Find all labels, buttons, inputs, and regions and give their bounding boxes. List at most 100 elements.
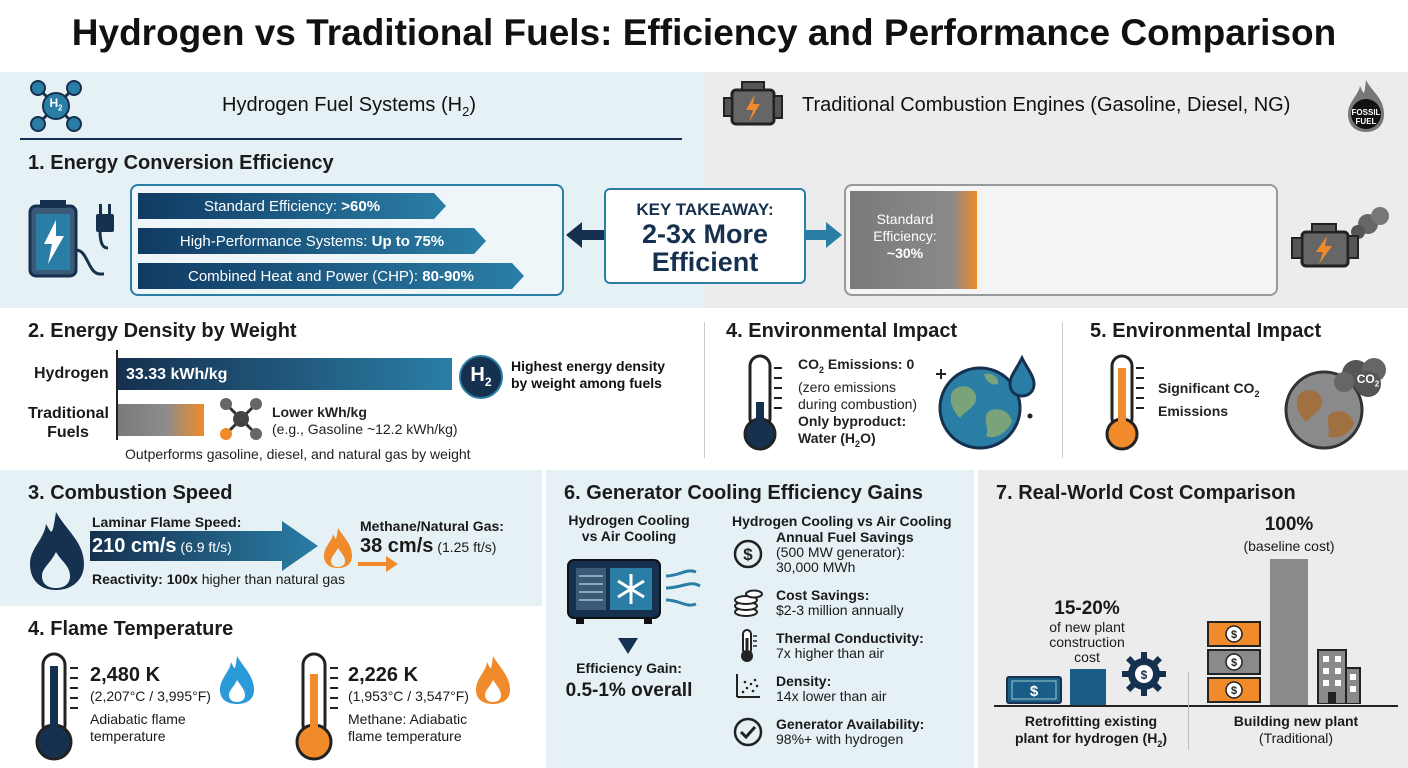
traditional-density-label: Traditional Fuels: [28, 405, 109, 441]
section-4a-title: 4. Environmental Impact: [726, 320, 958, 342]
money-stack-icon: $ $ $: [1207, 621, 1261, 703]
section-4b-title: 4. Flame Temperature: [28, 618, 234, 640]
density-highest-note: Highest energy density by weight among fu…: [511, 358, 666, 391]
h2-flame-temp-detail: (2,207°C / 3,995°F): [90, 688, 211, 704]
co2-zero-text: CO2 Emissions: 0 (zero emissions during …: [798, 356, 918, 449]
hydrogen-density-bar: [118, 358, 452, 390]
traditional-density-bar: [118, 404, 204, 436]
cooling-right-title: Hydrogen Cooling vs Air Cooling: [732, 513, 952, 529]
cost-panel-bg: [978, 470, 1408, 768]
orange-flame-icon: [476, 656, 510, 704]
energy-density-axis: [116, 350, 118, 440]
speed-arrow-long: [90, 521, 318, 571]
svg-text:$: $: [1141, 668, 1148, 682]
efficiency-bar-standard: Standard Efficiency: >60%: [138, 193, 446, 219]
methane-flame-temp: 2,226 K: [348, 664, 419, 686]
efficiency-bar-high-performance: High-Performance Systems: Up to 75%: [138, 228, 486, 254]
hydrogen-header: Hydrogen Fuel Systems (H2): [222, 94, 476, 119]
new-plant-detail: (baseline cost): [1243, 538, 1335, 554]
hydrocarbon-molecule-icon: [220, 398, 262, 440]
cooling-item-cost-savings: Cost Savings: $2-3 million annually: [776, 587, 904, 618]
new-plant-value: 100%: [1264, 514, 1314, 535]
cooling-item-availability: Generator Availability: 98%+ with hydroge…: [776, 716, 925, 747]
cooling-left-title: Hydrogen Cooling vs Air Cooling: [568, 512, 690, 544]
hydrogen-flame-speed: 210 cm/s (6.9 ft/s): [92, 535, 232, 557]
h2-flame-temp: 2,480 K: [90, 664, 161, 686]
svg-text:$: $: [1231, 685, 1237, 697]
new-plant-label: Building new plant (Traditional): [1233, 713, 1359, 746]
density-icon: [736, 674, 760, 698]
retrofit-detail: of new plant construction cost: [1049, 619, 1125, 665]
divider-vertical-1: [704, 322, 705, 458]
cooling-item-fuel-savings: Annual Fuel Savings (500 MW generator): 30…: [776, 529, 914, 575]
hydrogen-header-rule: [20, 138, 682, 140]
key-takeaway-line1: 2-3x More: [641, 219, 769, 249]
hydrogen-density-value: 33.33 kWh/kg: [126, 366, 228, 383]
section-6-title: 6. Generator Cooling Efficiency Gains: [564, 482, 923, 504]
svg-text:$: $: [1030, 683, 1039, 700]
svg-text:$: $: [1231, 657, 1237, 669]
svg-text:$: $: [743, 545, 753, 564]
efficiency-gain-value: 0.5-1% overall: [565, 680, 693, 701]
methane-flame-caption: Methane: Adiabatic flame temperature: [348, 711, 468, 744]
building-icon: [1317, 649, 1361, 704]
methane-flame-speed: 38 cm/s (1.25 ft/s): [360, 535, 497, 557]
h2-flame-caption: Adiabatic flame temperature: [90, 711, 186, 744]
page-title: Hydrogen vs Traditional Fuels: Efficienc…: [71, 12, 1337, 53]
h2-badge-label: H2: [470, 364, 492, 389]
fossil-fuel-badge: FOSSIL FUEL: [1351, 108, 1381, 126]
banknote-icon: $: [1006, 676, 1062, 704]
key-takeaway-label: KEY TAKEAWAY:: [636, 200, 774, 219]
svg-text:$: $: [1231, 629, 1237, 641]
efficiency-bar-chp: Combined Heat and Power (CHP): 80-90%: [138, 263, 524, 289]
check-icon: [733, 717, 763, 747]
section-3-title: 3. Combustion Speed: [28, 482, 233, 504]
key-takeaway-line2: Efficient: [651, 247, 759, 277]
section-1-title: 1. Energy Conversion Efficiency: [28, 152, 334, 174]
molecule-icon: [30, 80, 82, 132]
thermometer-low-icon: [743, 354, 782, 451]
battery-plug-icon: [28, 200, 114, 278]
density-footer: Outperforms gasoline, diesel, and natura…: [125, 446, 471, 462]
coins-icon: [734, 589, 763, 617]
key-takeaway-box: KEY TAKEAWAY: 2-3x More Efficient: [604, 188, 806, 284]
traditional-header: Traditional Combustion Engines (Gasoline…: [802, 94, 1291, 116]
section-2-title: 2. Energy Density by Weight: [28, 320, 297, 342]
cooling-item-conductivity: Thermal Conductivity: 7x higher than air: [776, 630, 924, 661]
dollar-icon: $: [733, 539, 763, 569]
methane-label: Methane/Natural Gas:: [360, 518, 504, 534]
engine-smoke-icon: [1291, 207, 1389, 268]
retrofit-cost-bar: [1070, 669, 1106, 705]
section-5-title: 5. Environmental Impact: [1090, 320, 1322, 342]
retrofit-value: 15-20%: [1054, 598, 1120, 619]
methane-flame-icon: [324, 528, 352, 568]
arrow-right-icon: [806, 222, 842, 248]
fossil-fuel-flame-icon: [1348, 80, 1384, 132]
h2-molecule-label: H2: [49, 96, 63, 113]
engine-icon: [723, 81, 783, 126]
arrow-left-icon: [566, 222, 604, 248]
h2-badge-icon: [459, 355, 503, 399]
section-7-title: 7. Real-World Cost Comparison: [996, 482, 1296, 504]
gear-dollar-icon: $: [1122, 652, 1166, 696]
efficiency-gain-label: Efficiency Gain:: [576, 660, 682, 676]
co2-cloud-label: CO2: [1356, 372, 1380, 389]
new-plant-cost-bar: [1270, 559, 1308, 705]
speed-arrow-short: [358, 556, 398, 572]
retrofit-label: Retrofitting existing plant for hydrogen …: [1014, 713, 1167, 749]
thermometer-high-icon: [1105, 354, 1144, 451]
methane-flame-temp-detail: (1,953°C / 3,547°F): [348, 688, 469, 704]
cost-baseline: [994, 705, 1398, 707]
cooling-item-density: Density: 14x lower than air: [776, 673, 887, 704]
thermometer-h2-icon: [35, 652, 78, 761]
cost-divider: [1188, 672, 1189, 750]
polluted-globe-icon: [1284, 358, 1386, 450]
globe-water-icon: [936, 354, 1036, 450]
blue-flame-icon: [220, 656, 254, 704]
traditional-efficiency-label: Standard Efficiency: ~30%: [873, 211, 937, 261]
thermometer-methane-icon: [295, 652, 338, 761]
generator-cooling-icon: [567, 559, 701, 624]
divider-vertical-2: [1062, 322, 1063, 458]
hydrogen-flame-icon: [30, 512, 84, 590]
laminar-label: Laminar Flame Speed:: [92, 514, 242, 530]
